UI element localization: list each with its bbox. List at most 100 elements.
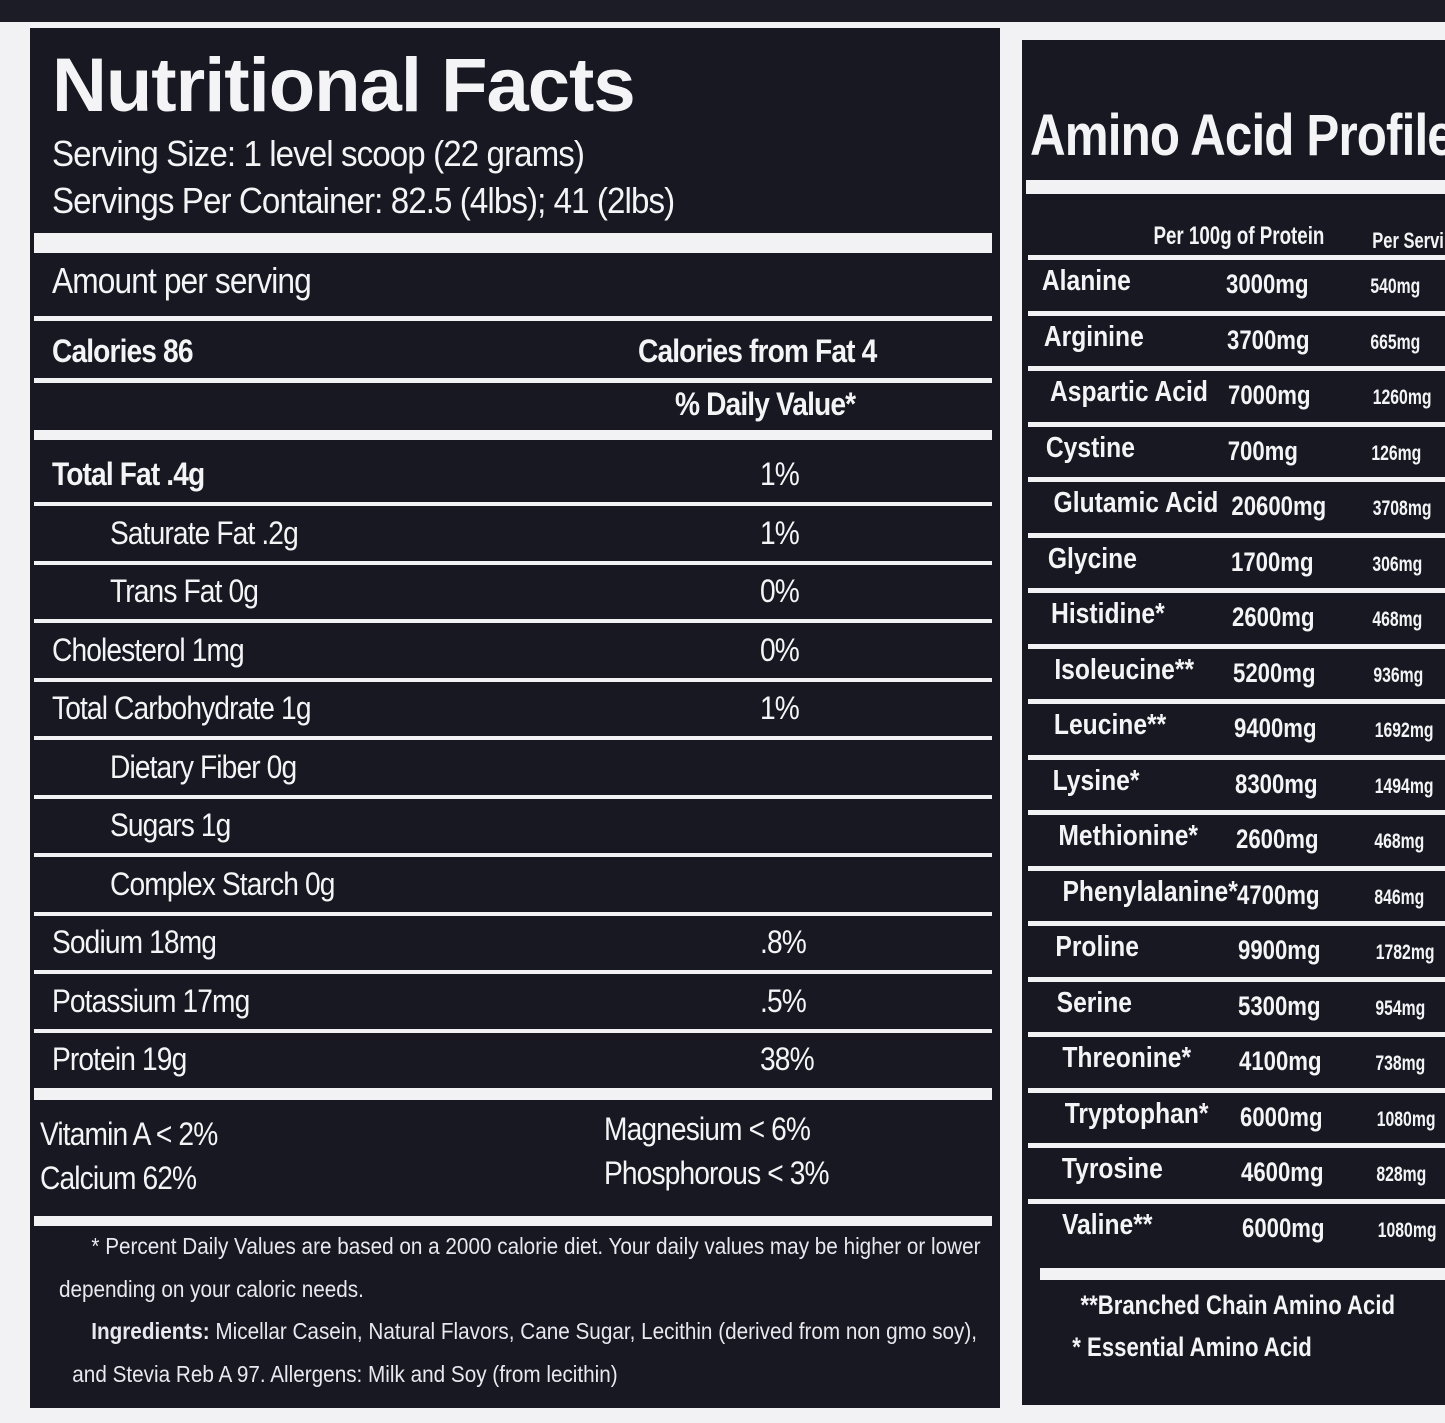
- divider: [1028, 1198, 1445, 1204]
- servings-per-container: Servings Per Container: 82.5 (4lbs); 41 …: [52, 180, 675, 221]
- legend-bcaa: **Branched Chain Amino Acid: [1080, 1290, 1396, 1320]
- divider: [1028, 1087, 1445, 1093]
- nutrient-daily-value: 0%: [760, 573, 800, 609]
- amino-per-serving: 540mg: [1370, 275, 1421, 298]
- amino-per-100g: 700mg: [1227, 435, 1298, 466]
- amino-per-serving: 1260mg: [1372, 386, 1432, 409]
- amino-per-serving: 1080mg: [1377, 1107, 1436, 1131]
- amino-per-100g: 9400mg: [1233, 713, 1317, 743]
- divider: [1028, 699, 1445, 704]
- nutrient-label: Cholesterol 1mg: [52, 631, 245, 668]
- amino-per-serving: 1782mg: [1376, 941, 1435, 964]
- nutrient-label: Potassium 17mg: [52, 982, 250, 1019]
- divider-thick: [1026, 180, 1445, 194]
- nutrient-daily-value: .5%: [760, 982, 807, 1019]
- amino-per-100g: 4600mg: [1241, 1157, 1324, 1187]
- amino-title: Amino Acid Profile: [1030, 103, 1445, 168]
- nutrient-daily-value: 1%: [760, 456, 800, 492]
- nutrient-daily-value: 1%: [760, 690, 800, 726]
- divider: [1028, 921, 1445, 926]
- daily-value-header: % Daily Value*: [675, 386, 856, 422]
- divider: [1028, 754, 1445, 760]
- nutrient-daily-value: 38%: [760, 1041, 815, 1077]
- amino-acid-name: Histidine*: [1051, 598, 1165, 630]
- divider: [1028, 1143, 1445, 1148]
- amino-per-100g: 4100mg: [1239, 1046, 1322, 1076]
- divider: [1028, 588, 1445, 593]
- amino-acid-name: Cystine: [1045, 431, 1135, 464]
- nutrient-daily-value: .8%: [760, 924, 807, 960]
- nutrient-label: Sodium 18mg: [52, 924, 217, 960]
- container-edge: [0, 0, 1445, 22]
- amino-per-serving: 468mg: [1373, 830, 1424, 853]
- amino-per-serving: 1692mg: [1374, 719, 1434, 742]
- nutrient-daily-value: 1%: [760, 514, 800, 551]
- amino-per-serving: 1494mg: [1375, 774, 1434, 798]
- amino-per-serving: 468mg: [1372, 608, 1423, 631]
- amino-per-serving: 954mg: [1374, 996, 1425, 1020]
- amino-per-100g: 7000mg: [1227, 380, 1311, 410]
- magnesium: Magnesium < 6%: [604, 1111, 811, 1147]
- amino-per-100g: 6000mg: [1242, 1212, 1325, 1243]
- amino-acid-name: Arginine: [1044, 320, 1144, 353]
- divider: [34, 736, 992, 740]
- nutrient-label: Total Carbohydrate 1g: [52, 690, 311, 726]
- ingredients-label: Ingredients:: [91, 1318, 210, 1344]
- amino-acid-name: Leucine**: [1053, 709, 1166, 741]
- divider: [1028, 976, 1445, 982]
- calcium: Calcium 62%: [40, 1160, 197, 1196]
- amino-per-serving: 936mg: [1372, 663, 1423, 687]
- amino-per-serving: 1080mg: [1377, 1218, 1437, 1242]
- amino-acid-name: Serine: [1056, 986, 1132, 1019]
- serving-size: Serving Size: 1 level scoop (22 grams): [52, 133, 585, 174]
- ingredients-line-2: and Stevia Reb A 97. Allergens: Milk and…: [72, 1361, 618, 1387]
- nutrition-facts-panel: Nutritional Facts Serving Size: 1 level …: [30, 28, 1000, 1408]
- amino-per-100g: 5200mg: [1232, 657, 1316, 688]
- amino-per-100g: 4700mg: [1236, 879, 1320, 910]
- amino-per-serving: 3708mg: [1373, 497, 1432, 520]
- divider: [1028, 477, 1445, 482]
- calories-from-fat: Calories from Fat 4: [638, 333, 877, 369]
- amino-per-serving: 306mg: [1372, 552, 1423, 576]
- ingredients-line-1: Ingredients: Micellar Casein, Natural Fl…: [91, 1318, 977, 1345]
- phosphorous: Phosphorous < 3%: [604, 1155, 830, 1191]
- amount-per-serving: Amount per serving: [52, 260, 312, 301]
- vitamin-a: Vitamin A < 2%: [40, 1116, 218, 1152]
- amino-acid-name: Lysine*: [1052, 764, 1140, 797]
- amino-acid-name: Phenylalanine*: [1062, 875, 1239, 908]
- divider: [1028, 421, 1445, 427]
- amino-acid-name: Alanine: [1041, 265, 1131, 297]
- divider: [34, 970, 992, 974]
- divider: [1028, 643, 1445, 649]
- amino-acid-name: Valine**: [1062, 1208, 1153, 1241]
- amino-acid-name: Glycine: [1047, 542, 1137, 575]
- amino-per-100g: 20600mg: [1231, 491, 1327, 521]
- divider-thick: [34, 1216, 992, 1226]
- amino-acid-panel: Amino Acid Profile Per 100g of Protein P…: [1022, 40, 1445, 1405]
- amino-per-100g: 6000mg: [1240, 1101, 1323, 1132]
- amino-acid-name: Glutamic Acid: [1053, 487, 1219, 519]
- divider-thick: [34, 430, 992, 440]
- divider: [34, 1028, 992, 1033]
- amino-acid-name: Aspartic Acid: [1050, 376, 1209, 408]
- nutrient-label: Total Fat .4g: [52, 456, 205, 492]
- amino-per-100g: 1700mg: [1230, 546, 1314, 577]
- divider: [34, 853, 992, 857]
- divider: [1028, 1032, 1445, 1037]
- divider: [34, 378, 992, 383]
- divider: [1028, 865, 1445, 871]
- nutrient-label: Saturate Fat .2g: [110, 514, 299, 551]
- nutrition-title: Nutritional Facts: [52, 43, 636, 128]
- amino-per-serving: 738mg: [1375, 1052, 1426, 1075]
- amino-per-serving: 846mg: [1374, 885, 1425, 909]
- amino-per-100g: 5300mg: [1238, 990, 1321, 1021]
- amino-per-100g: 3700mg: [1227, 324, 1310, 355]
- legend-eaa: * Essential Amino Acid: [1072, 1332, 1312, 1362]
- amino-per-100g: 9900mg: [1237, 935, 1321, 965]
- divider: [1028, 366, 1445, 371]
- footnote-line-1: * Percent Daily Values are based on a 20…: [91, 1233, 981, 1259]
- ingredients-text: Micellar Casein, Natural Flavors, Cane S…: [209, 1318, 978, 1344]
- amino-per-100g: 8300mg: [1234, 768, 1318, 799]
- divider: [1028, 810, 1445, 815]
- col-header-per100g: Per 100g of Protein: [1153, 222, 1325, 250]
